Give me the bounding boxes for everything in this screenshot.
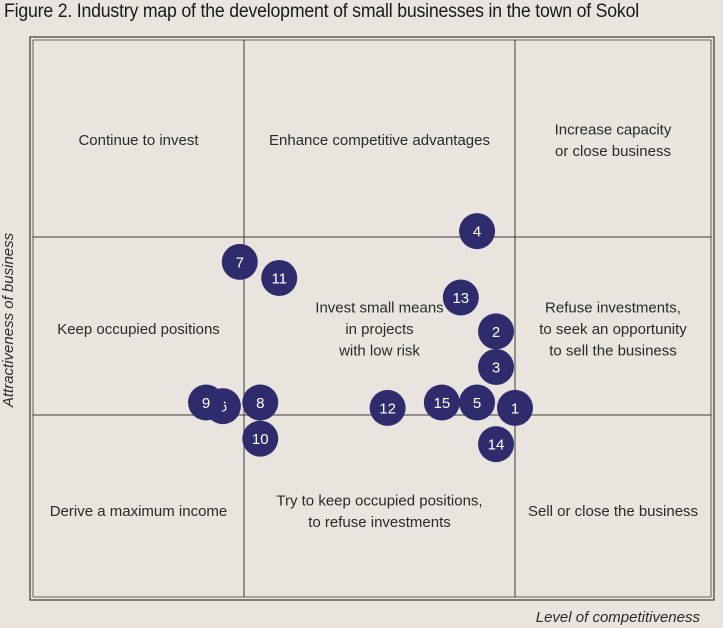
data-point-label: 5 — [473, 395, 481, 412]
data-point-1: 1 — [497, 389, 533, 426]
data-point-10: 10 — [242, 420, 279, 457]
quadrant-label: to seek an opportunity — [539, 321, 687, 338]
data-point-label: 11 — [271, 270, 287, 287]
data-point-label: 14 — [488, 437, 505, 454]
data-point-label: 10 — [252, 431, 269, 448]
data-point-15: 15 — [423, 384, 460, 421]
data-point-9: 9 — [188, 384, 225, 421]
data-point-marker — [442, 279, 479, 316]
quadrant-label: Keep occupied positions — [57, 321, 220, 338]
data-point-7: 7 — [221, 243, 258, 280]
data-point-marker — [188, 384, 225, 421]
data-point-marker — [369, 389, 406, 426]
data-point-label: 13 — [452, 290, 469, 307]
data-point-marker — [459, 213, 496, 250]
data-point-3: 3 — [478, 348, 515, 385]
data-point-marker — [242, 384, 279, 421]
quadrant-label: Increase capacity — [555, 121, 672, 138]
data-point-marker — [221, 243, 258, 280]
data-point-12: 12 — [369, 389, 406, 426]
data-point-marker — [261, 259, 298, 296]
data-point-14: 14 — [478, 426, 515, 463]
data-point-marker — [478, 426, 515, 463]
quadrant-label: to sell the business — [549, 343, 677, 360]
data-point-label: 9 — [202, 395, 210, 412]
data-point-marker — [459, 384, 496, 421]
quadrant-label: Continue to invest — [78, 132, 199, 149]
data-points: 123456789101112131415 — [188, 213, 533, 463]
quadrant-label: to refuse investments — [308, 514, 451, 531]
quadrant-label: Sell or close the business — [528, 503, 698, 520]
data-point-marker — [423, 384, 460, 421]
data-point-label: 4 — [473, 224, 481, 241]
quadrant-label: Enhance competitive advantages — [269, 132, 490, 149]
data-point-label: 1 — [511, 400, 519, 417]
data-point-13: 13 — [442, 279, 479, 316]
plot-frame — [29, 36, 715, 601]
data-point-marker — [497, 389, 533, 426]
data-point-11: 11 — [261, 259, 298, 296]
data-point-marker — [242, 420, 279, 457]
quadrant-label: or close business — [555, 143, 671, 160]
data-point-label: 12 — [379, 400, 396, 417]
y-axis-label: Attractiveness of business — [0, 232, 17, 408]
data-point-2: 2 — [478, 313, 515, 350]
quadrant-label: Derive a maximum income — [50, 503, 228, 520]
data-point-label: 7 — [236, 254, 244, 271]
quadrant-label: Invest small means — [315, 300, 443, 317]
data-point-marker — [478, 348, 515, 385]
figure-title: Figure 2. Industry map of the developmen… — [4, 1, 639, 22]
quadrant-label: in projects — [345, 321, 413, 338]
quadrant-labels: Continue to invest Enhance competitive ad… — [50, 121, 698, 531]
data-point-8: 8 — [242, 384, 279, 421]
quadrant-label: Refuse investments, — [545, 300, 681, 317]
data-point-label: 2 — [492, 324, 500, 341]
quadrant-label: with low risk — [338, 343, 420, 360]
x-axis-label: Level of competitiveness — [536, 609, 701, 626]
data-point-label: 8 — [256, 395, 264, 412]
data-point-4: 4 — [459, 213, 496, 250]
quadrant-label: Try to keep occupied positions, — [276, 492, 482, 509]
data-point-label: 15 — [433, 395, 450, 412]
data-point-5: 5 — [459, 384, 496, 421]
data-point-marker — [478, 313, 515, 350]
data-point-label: 3 — [492, 359, 500, 376]
